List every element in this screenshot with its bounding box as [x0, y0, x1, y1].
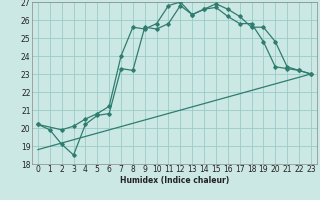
X-axis label: Humidex (Indice chaleur): Humidex (Indice chaleur)	[120, 176, 229, 185]
